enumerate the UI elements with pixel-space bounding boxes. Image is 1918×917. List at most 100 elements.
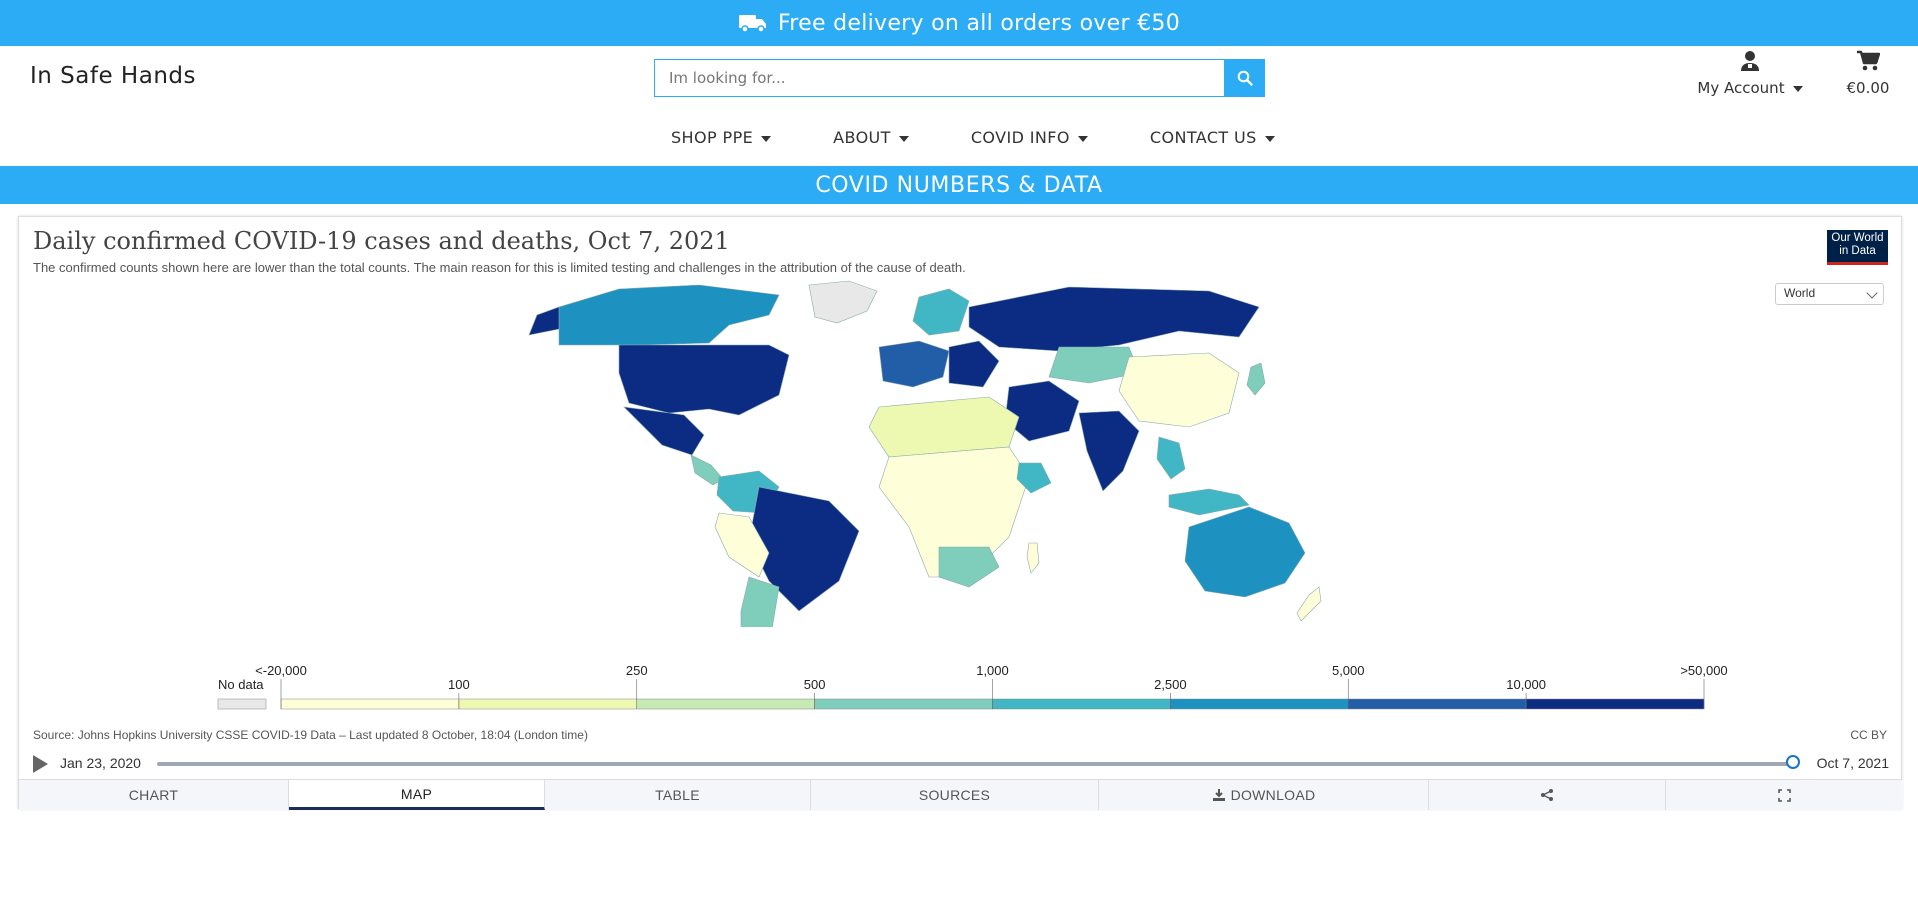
region-select[interactable]: World: [1775, 283, 1884, 305]
map-region-scandinavia: [912, 288, 970, 336]
nav-label: SHOP PPE: [671, 128, 754, 147]
search-input[interactable]: [654, 59, 1224, 97]
timeline-handle[interactable]: [1786, 755, 1800, 769]
map-region-china: [1118, 352, 1240, 428]
cart-button[interactable]: €0.00: [1840, 50, 1896, 97]
map-region-indonesia: [1168, 488, 1250, 516]
tab-map[interactable]: MAP: [289, 780, 545, 810]
map-region-usa: [618, 344, 790, 416]
map-region-russia: [968, 286, 1260, 352]
timeline-track[interactable]: [157, 762, 1793, 766]
legend-tick-label: 100: [448, 677, 470, 692]
chart-subtitle: The confirmed counts shown here are lowe…: [33, 260, 966, 275]
legend-tick-label: 5,000: [1332, 663, 1365, 678]
search-bar: [654, 59, 1265, 97]
nav-covid-info[interactable]: COVID INFO: [950, 124, 1109, 151]
chart-license[interactable]: CC BY: [1850, 728, 1887, 742]
legend-tick-label: >50,000: [1680, 663, 1727, 678]
play-icon[interactable]: [33, 755, 48, 773]
legend-tick-label: <-20,000: [255, 663, 307, 678]
legend-bin[interactable]: [814, 698, 993, 710]
chevron-down-icon: [1792, 85, 1803, 92]
chevron-down-icon: [761, 135, 772, 142]
tab-label: TABLE: [655, 787, 700, 803]
tab-chart[interactable]: CHART: [19, 780, 289, 810]
tab-label: MAP: [400, 785, 433, 802]
tab-download[interactable]: DOWNLOAD: [1099, 780, 1429, 810]
timeline: Jan 23, 2020 Oct 7, 2021: [19, 752, 1903, 776]
chart-source[interactable]: Source: Johns Hopkins University CSSE CO…: [33, 728, 588, 742]
my-account-label: My Account: [1697, 79, 1785, 97]
owid-logo-text: Our World in Data: [1831, 232, 1884, 257]
nav-label: COVID INFO: [970, 128, 1070, 147]
map-region-madagascar: [1026, 542, 1040, 574]
chevron-down-icon: [1077, 135, 1088, 142]
region-select-value: World: [1784, 286, 1816, 300]
map-region-central-asia: [1048, 346, 1140, 384]
brand-logo[interactable]: In Safe Hands: [30, 63, 196, 89]
tab-sources[interactable]: SOURCES: [811, 780, 1099, 810]
chart-title: Daily confirmed COVID-19 cases and death…: [33, 227, 730, 255]
promo-text: Free delivery on all orders over €50: [777, 10, 1181, 36]
map-region-japan: [1246, 362, 1266, 396]
map-region-alaska: [528, 306, 560, 336]
legend-no-data-swatch: [217, 698, 267, 710]
share-button[interactable]: [1429, 780, 1666, 810]
fullscreen-button[interactable]: [1666, 780, 1903, 810]
map-region-ethiopia: [1016, 462, 1052, 494]
map-region-se-asia: [1156, 436, 1186, 480]
promo-banner: Free delivery on all orders over €50: [0, 0, 1918, 46]
cart-icon: [1857, 50, 1881, 71]
nav-shop-ppe[interactable]: SHOP PPE: [650, 124, 792, 151]
legend-bin[interactable]: [1525, 698, 1705, 710]
legend-tick-label: 250: [626, 663, 648, 678]
legend-tick-label: 2,500: [1154, 677, 1187, 692]
legend-bin[interactable]: [280, 698, 460, 710]
share-icon: [1541, 789, 1553, 801]
map-region-peru: [714, 512, 770, 578]
delivery-truck-icon: [738, 15, 766, 33]
map-region-australia: [1184, 506, 1306, 598]
nav-about[interactable]: ABOUT: [812, 124, 930, 151]
timeline-end-date: Oct 7, 2021: [1816, 755, 1889, 771]
legend-bin[interactable]: [636, 698, 815, 710]
main-nav: SHOP PPE ABOUT COVID INFO CONTACT US: [650, 124, 1296, 151]
chart-tabs: CHART MAP TABLE SOURCES DOWNLOAD: [19, 779, 1903, 811]
world-map[interactable]: [19, 277, 1903, 627]
owid-chart: Daily confirmed COVID-19 cases and death…: [18, 216, 1903, 811]
timeline-start-date: Jan 23, 2020: [60, 755, 141, 771]
chevron-down-icon: [1264, 135, 1275, 142]
legend-bin[interactable]: [1170, 698, 1349, 710]
map-region-middle-east: [1004, 380, 1080, 442]
tab-label: SOURCES: [918, 787, 991, 803]
legend-no-data-label: No data: [218, 677, 264, 692]
map-region-greenland: [808, 280, 878, 324]
chevron-down-icon: [898, 135, 909, 142]
owid-logo[interactable]: Our World in Data: [1827, 230, 1888, 265]
map-region-mexico: [623, 406, 705, 456]
tab-table[interactable]: TABLE: [545, 780, 811, 810]
legend-tick-label: 10,000: [1506, 677, 1546, 692]
legend-tick-label: 500: [804, 677, 826, 692]
map-region-eastern-europe: [948, 340, 1000, 388]
map-region-canada: [558, 284, 780, 346]
fullscreen-icon: [1778, 788, 1791, 802]
search-icon: [1237, 70, 1253, 86]
legend-bin[interactable]: [1348, 698, 1527, 710]
map-region-europe-west: [878, 340, 950, 388]
map-region-new-zealand: [1296, 586, 1322, 622]
legend-bin[interactable]: [992, 698, 1171, 710]
nav-contact-us[interactable]: CONTACT US: [1129, 124, 1296, 151]
map-region-south-africa: [938, 546, 1000, 588]
nav-label: ABOUT: [833, 128, 891, 147]
my-account-menu[interactable]: My Account: [1695, 50, 1805, 97]
legend-tick-label: 1,000: [976, 663, 1009, 678]
download-icon: [1212, 789, 1225, 801]
user-icon: [1741, 51, 1759, 71]
tab-label: DOWNLOAD: [1230, 787, 1316, 803]
search-button[interactable]: [1224, 59, 1265, 97]
legend-bin[interactable]: [458, 698, 637, 710]
map-region-central-america: [690, 454, 724, 486]
legend-bins: <-20,000 100 250 500 1,000 2,500 5,000 10,000 >5…: [255, 663, 1728, 710]
cart-total: €0.00: [1846, 79, 1890, 97]
